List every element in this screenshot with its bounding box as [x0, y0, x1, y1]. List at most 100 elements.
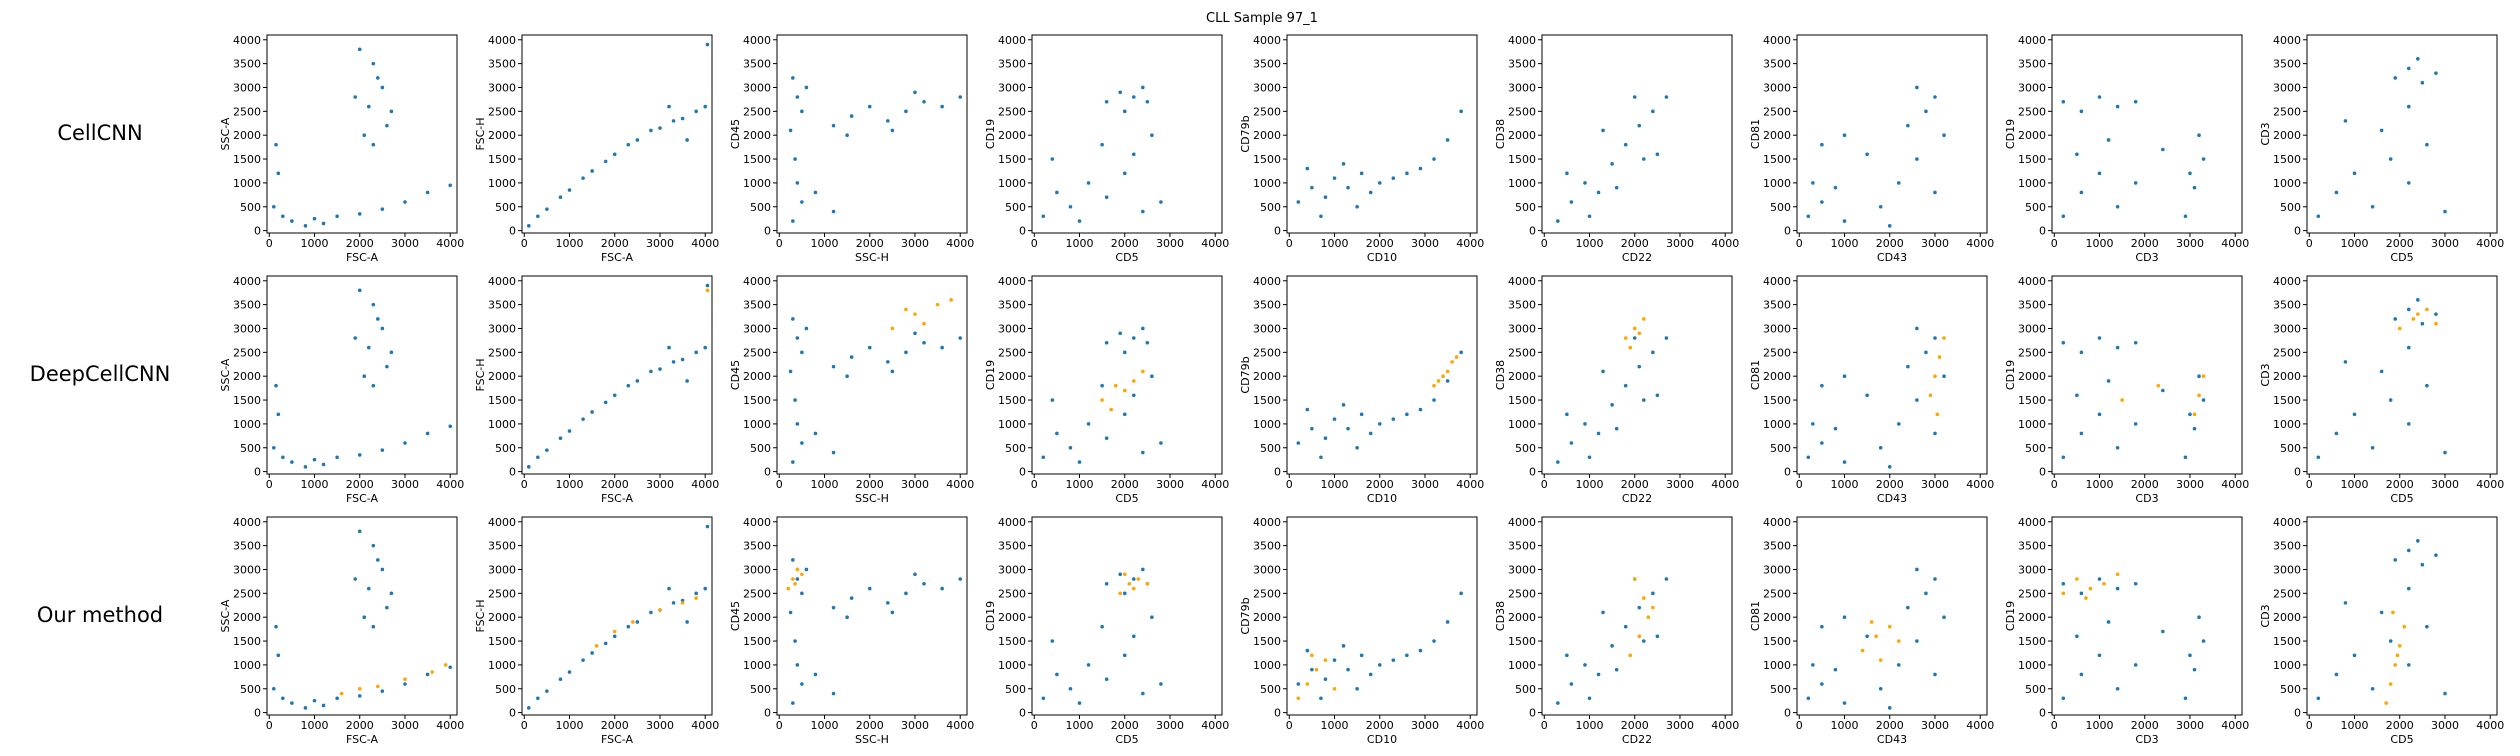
x-tick-label: 1000: [2086, 478, 2114, 491]
y-tick-label: 2000: [488, 129, 516, 142]
x-tick-label: 3000: [1411, 478, 1439, 491]
cell-point: [2115, 204, 2120, 209]
cell-point: [403, 441, 407, 445]
cell-point: [2388, 639, 2393, 643]
plot-frame: [776, 34, 968, 234]
cell-point: [362, 374, 367, 378]
cell-point: [371, 624, 376, 629]
y-tick-label: 500: [750, 442, 771, 455]
cell-point: [1136, 577, 1141, 581]
cell-point: [443, 663, 448, 667]
cell-point: [1418, 648, 1423, 653]
cell-point: [1632, 326, 1637, 331]
y-tick-label: 500: [2280, 683, 2301, 696]
cell-point: [813, 431, 818, 436]
cell-point: [1050, 398, 1055, 402]
cell-point: [813, 190, 818, 195]
y-tick-label: 500: [1515, 201, 1536, 214]
cell-point: [1937, 355, 1942, 359]
cell-point: [1820, 624, 1824, 629]
cell-point: [1122, 171, 1127, 176]
y-tick-label: 2000: [1253, 129, 1281, 142]
cell-point: [626, 624, 631, 629]
cell-point: [935, 302, 940, 307]
x-tick-label: 0: [1286, 478, 1293, 491]
plot-frame: [266, 34, 458, 234]
cell-point: [376, 76, 380, 80]
y-tick-label: 500: [1770, 201, 1791, 214]
cell-point: [1842, 460, 1847, 464]
cell-point: [804, 326, 809, 331]
y-tick-label: 4000: [1253, 516, 1281, 529]
x-tick-label: 1000: [2341, 478, 2369, 491]
x-tick-label: 4000: [946, 478, 974, 491]
cell-point: [1664, 577, 1669, 581]
cell-point: [1459, 109, 1463, 114]
cell-point: [1820, 200, 1824, 204]
y-tick-label: 1500: [2018, 394, 2046, 407]
cell-point: [1942, 615, 1946, 619]
x-tick-label: 2000: [601, 237, 629, 250]
y-tick-label: 3000: [998, 563, 1026, 576]
cell-point: [1131, 379, 1136, 383]
x-tick-label: 4000: [1201, 719, 1229, 732]
plot-frame: [2051, 275, 2243, 475]
cell-point: [371, 543, 376, 548]
cell-point: [567, 188, 572, 192]
cell-point: [922, 99, 926, 104]
x-tick-label: 2000: [856, 719, 884, 732]
cell-point: [2079, 672, 2084, 677]
cell-point: [1405, 653, 1409, 658]
x-tick-label: 2000: [601, 719, 629, 732]
y-tick-label: 2000: [998, 611, 1026, 624]
cell-point: [1556, 460, 1560, 464]
cell-point: [1131, 393, 1136, 398]
y-tick-label: 500: [495, 442, 516, 455]
cell-point: [1896, 663, 1901, 667]
cell-point: [1118, 591, 1123, 596]
cell-point: [2188, 412, 2192, 417]
cell-point: [1628, 345, 1633, 350]
y-tick-label: 2000: [1763, 129, 1791, 142]
cell-point: [1614, 185, 1619, 190]
cell-point: [303, 465, 308, 469]
cell-point: [1915, 157, 1919, 161]
y-tick-label: 500: [1515, 442, 1536, 455]
cell-point: [800, 350, 804, 355]
cell-point: [2420, 80, 2425, 85]
cell-point: [1445, 379, 1450, 383]
x-axis-label: FSC-A: [601, 251, 634, 264]
y-tick-label: 4000: [1508, 516, 1536, 529]
y-tick-label: 1500: [1508, 635, 1536, 648]
cell-point: [1596, 672, 1601, 677]
cell-point: [635, 138, 640, 142]
cell-point: [362, 615, 367, 619]
cell-point: [1305, 166, 1310, 171]
cell-point: [800, 572, 804, 577]
x-tick-label: 3000: [2176, 478, 2204, 491]
y-tick-label: 500: [240, 442, 261, 455]
cell-point: [2183, 455, 2188, 460]
y-tick-label: 2500: [2273, 105, 2301, 118]
y-tick-label: 1000: [998, 659, 1026, 672]
cell-point: [380, 85, 385, 90]
cell-point: [581, 176, 585, 180]
x-tick-label: 1000: [811, 719, 839, 732]
x-tick-label: 3000: [391, 237, 419, 250]
cell-point: [357, 694, 362, 698]
x-tick-label: 4000: [1966, 719, 1994, 732]
y-tick-label: 500: [1005, 201, 1026, 214]
y-tick-label: 2000: [233, 370, 261, 383]
cell-point: [1587, 455, 1592, 460]
y-tick-label: 4000: [2273, 34, 2301, 47]
x-tick-label: 2000: [1366, 478, 1394, 491]
cell-point: [1614, 426, 1619, 431]
cell-point: [366, 104, 371, 109]
cell-point: [612, 629, 617, 634]
plot-frame: [1286, 275, 1478, 475]
x-tick-label: 1000: [556, 478, 584, 491]
cell-point: [1104, 99, 1109, 104]
cell-point: [2406, 345, 2411, 350]
y-tick-label: 1500: [743, 394, 771, 407]
x-tick-label: 3000: [2431, 237, 2459, 250]
